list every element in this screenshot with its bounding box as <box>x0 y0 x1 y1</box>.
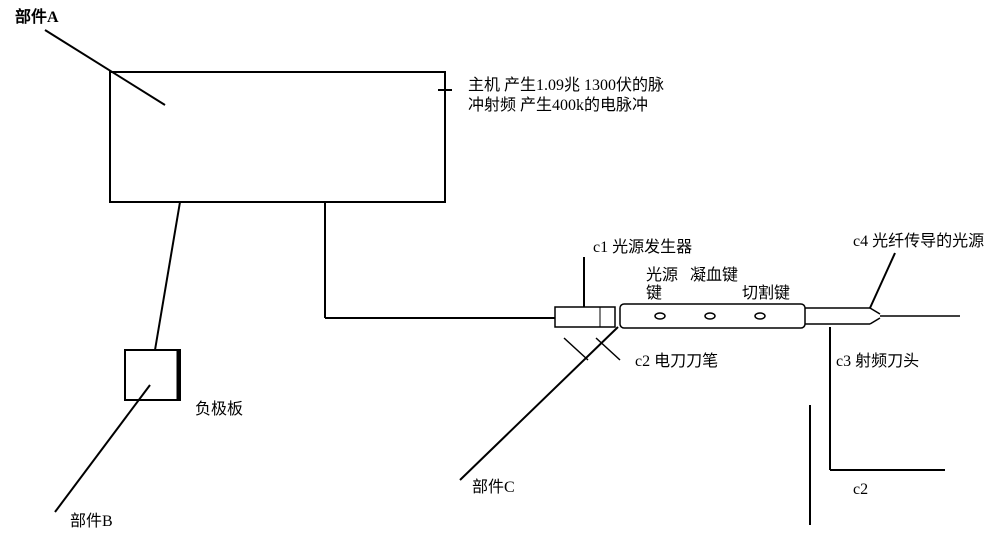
pen-button-cut <box>755 313 765 319</box>
light-generator-box <box>555 307 615 327</box>
neg-plate-box <box>125 350 180 400</box>
label-c2b: c2 <box>853 480 868 499</box>
label-c2a: c2 电刀刀笔 <box>635 352 718 371</box>
tip-kink2 <box>870 318 880 324</box>
partA-leader <box>45 30 165 105</box>
diagram-stage: 部件A 主机 产生1.09兆 1300伏的脉 冲射频 产生400k的电脉冲 负极… <box>0 0 1000 543</box>
label-host-line1: 主机 产生1.09兆 1300伏的脉 <box>468 76 664 95</box>
tip-kink1 <box>870 308 880 314</box>
label-c3: c3 射频刀头 <box>836 352 919 371</box>
partC-leader <box>460 327 618 480</box>
pen-body <box>620 304 805 328</box>
pen-button-light <box>655 313 665 319</box>
pen-button-clot <box>705 313 715 319</box>
c2a-diag1 <box>564 338 588 360</box>
label-partB: 部件B <box>70 512 113 531</box>
wire-host-to-plate <box>155 202 180 350</box>
label-partC: 部件C <box>472 478 515 497</box>
label-cut-key: 切割键 <box>742 284 790 303</box>
label-c1: c1 光源发生器 <box>593 238 692 257</box>
label-clot-key: 凝血键 <box>690 266 738 285</box>
c2a-diag2 <box>596 338 620 360</box>
label-host-line2: 冲射频 产生400k的电脉冲 <box>468 96 648 115</box>
label-partA: 部件A <box>15 8 59 27</box>
host-box <box>110 72 445 202</box>
label-neg-plate: 负极板 <box>195 400 243 419</box>
partB-leader <box>55 385 150 512</box>
label-light-key-l2: 键 <box>646 284 662 303</box>
label-light-key-l1: 光源 <box>646 266 678 285</box>
label-c4: c4 光纤传导的光源 <box>853 232 984 251</box>
c4-leader <box>870 253 895 308</box>
